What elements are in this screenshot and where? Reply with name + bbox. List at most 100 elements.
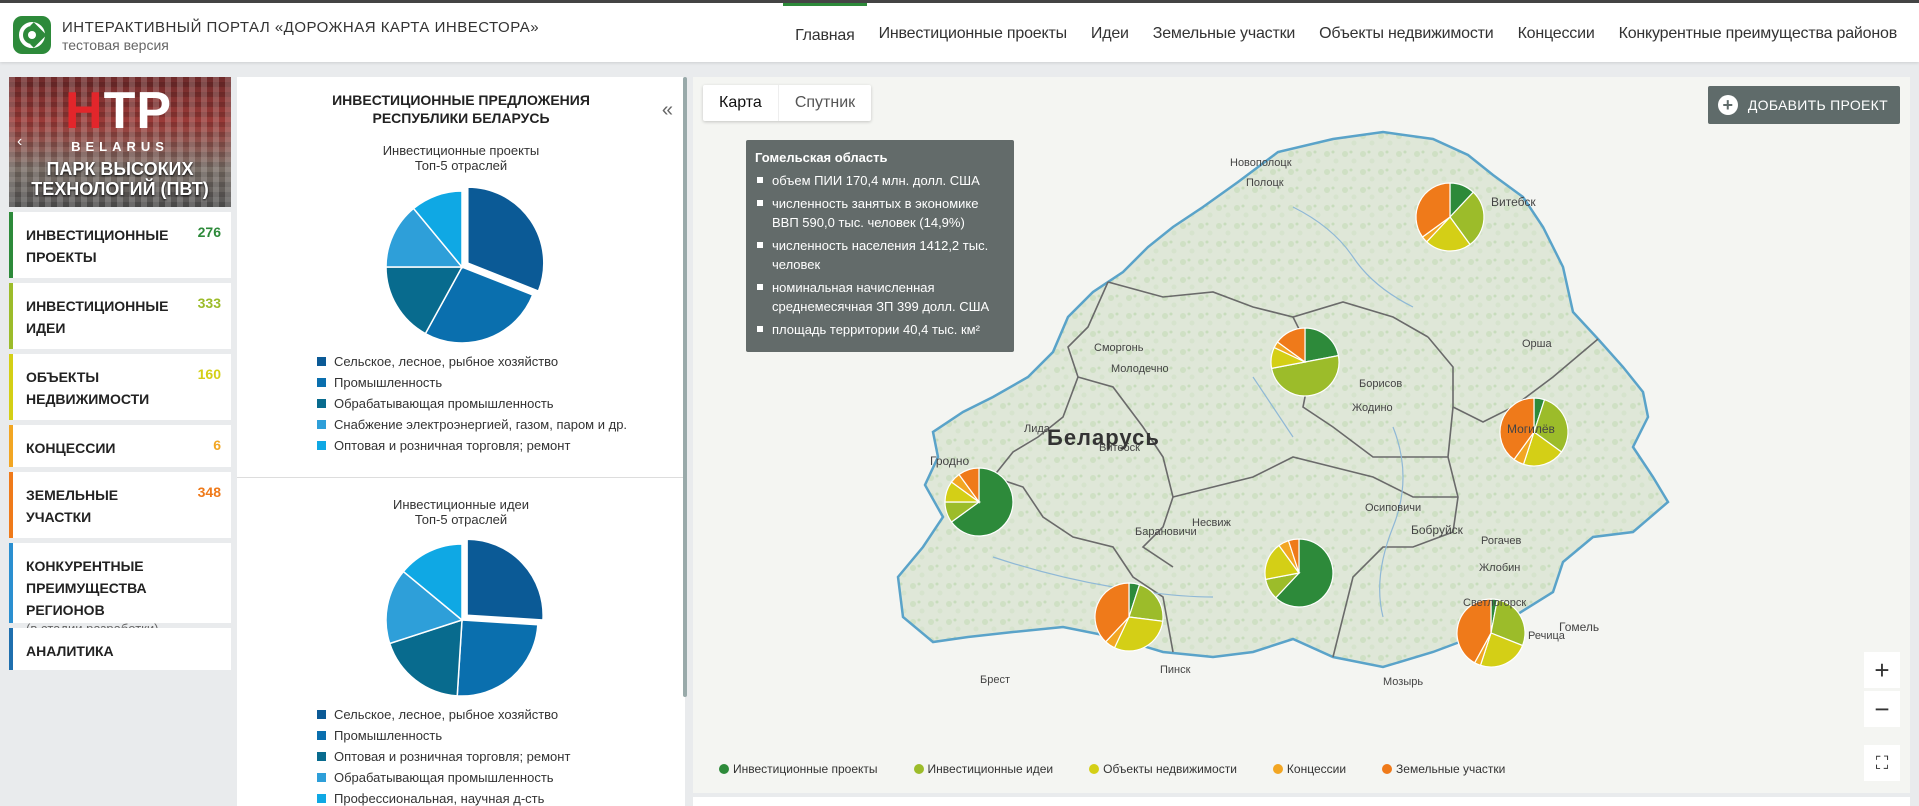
region-pie-slice[interactable] — [1425, 216, 1471, 252]
htp-banner[interactable]: HTP BELARUS ПАРК ВЫСОКИХ ТЕХНОЛОГИЙ (ПВТ)… — [9, 77, 231, 207]
nav-competitive-advantages[interactable]: Конкурентные преимущества районов — [1618, 25, 1898, 42]
banner-prev-arrow-icon[interactable]: ‹ — [17, 133, 23, 150]
investment-stats-panel: ИНВЕСТИЦИОННЫЕ ПРЕДЛОЖЕНИЯ РЕСПУБЛИКИ БЕ… — [237, 77, 685, 806]
legend-dot-icon — [1089, 764, 1100, 774]
map-legend-item[interactable]: Инвестиционные идеи — [913, 762, 1053, 776]
projects-pie-chart[interactable] — [377, 182, 547, 352]
ideas-legend: Сельское, лесное, рыбное хозяйство Промыш… — [317, 704, 570, 806]
region-tooltip: Гомельская область объем ПИИ 170,4 млн. … — [746, 140, 1014, 352]
legend-swatch — [317, 773, 326, 782]
map-panel[interactable]: Беларусь Новополоцк Полоцк Витебск Орша … — [693, 77, 1910, 793]
legend-item: Оптовая и розничная торговля; ремонт — [317, 746, 570, 767]
sidebar-item[interactable]: КОНЦЕССИИ 6 — [9, 425, 231, 467]
panel-scrollbar[interactable] — [683, 77, 687, 697]
region-pie-slice[interactable] — [1456, 598, 1492, 664]
region-pie-slice[interactable] — [1490, 598, 1526, 647]
pie-slice[interactable] — [402, 543, 463, 622]
city-borisov: Борисов — [1359, 378, 1403, 390]
collapse-panel-icon[interactable]: « — [661, 99, 673, 121]
banner-building-image — [9, 77, 231, 207]
region-pie-slice[interactable] — [1128, 583, 1164, 622]
sidebar: HTP BELARUS ПАРК ВЫСОКИХ ТЕХНОЛОГИЙ (ПВТ)… — [9, 77, 231, 670]
sidebar-item[interactable]: ОБЪЕКТЫ НЕДВИЖИМОСТИ 160 — [9, 354, 231, 420]
pie-slice[interactable] — [412, 190, 463, 270]
main-nav: Главная Инвестиционные проекты Идеи Земе… — [783, 3, 1909, 62]
map-legend-item[interactable]: Концессии — [1272, 762, 1347, 776]
region-pie-slice[interactable] — [1304, 327, 1340, 363]
zoom-in-button[interactable]: + — [1864, 652, 1900, 688]
pie-slice[interactable] — [456, 619, 539, 697]
nav-home[interactable]: Главная — [783, 3, 867, 62]
sidebar-item[interactable]: ИНВЕСТИЦИОННЫЕ ИДЕИ 333 — [9, 283, 231, 349]
nav-land-plots[interactable]: Земельные участки — [1152, 25, 1296, 42]
legend-label: Оптовая и розничная торговля; ремонт — [334, 438, 571, 453]
legend-label: Снабжение электроэнергией, газом, паром … — [334, 417, 628, 432]
legend-swatch — [317, 399, 326, 408]
nav-real-estate[interactable]: Объекты недвижимости — [1319, 25, 1494, 42]
region-pie-slice[interactable] — [1415, 182, 1451, 238]
add-project-button[interactable]: + ДОБАВИТЬ ПРОЕКТ — [1707, 86, 1900, 124]
legend-item: Оптовая и розничная торговля; ремонт — [317, 435, 627, 456]
sidebar-item[interactable]: ЗЕМЕЛЬНЫЕ УЧАСТКИ 348 — [9, 472, 231, 538]
legend-label: Обрабатывающая промышленность — [334, 770, 554, 785]
region-pie-slice[interactable] — [1287, 538, 1300, 574]
region-pie-slice[interactable] — [1522, 431, 1563, 467]
fullscreen-icon[interactable]: ⛶ — [1864, 745, 1900, 781]
region-pie-slice[interactable] — [950, 467, 1014, 537]
legend-swatch — [317, 378, 326, 387]
zoom-out-button[interactable]: − — [1864, 691, 1900, 727]
sidebar-item-label: КОНЦЕССИИ — [26, 440, 116, 456]
legend-swatch — [317, 731, 326, 740]
legend-swatch — [317, 752, 326, 761]
portal-logo-icon[interactable] — [12, 15, 52, 55]
region-pie-slice[interactable] — [1094, 582, 1130, 643]
nav-ideas[interactable]: Идеи — [1090, 25, 1129, 42]
map-legend: Инвестиционные проекты Инвестиционные иде… — [719, 762, 1541, 776]
map-legend-label: Концессии — [1286, 762, 1347, 776]
pie-slice[interactable] — [388, 618, 463, 697]
sidebar-item[interactable]: АНАЛИТИКА — [9, 628, 231, 670]
ideas-pie-chart[interactable] — [377, 535, 547, 705]
nav-invest-projects[interactable]: Инвестиционные проекты — [878, 25, 1068, 42]
portal-title: ИНТЕРАКТИВНЫЙ ПОРТАЛ «ДОРОЖНАЯ КАРТА ИНВ… — [62, 19, 540, 36]
region-pie-slice[interactable] — [1533, 398, 1569, 453]
city-brest: Брест — [980, 674, 1010, 686]
tab-map[interactable]: Карта — [703, 85, 779, 121]
pie-slice[interactable] — [385, 266, 464, 335]
pie-slice[interactable] — [467, 186, 545, 293]
region-pie-slice[interactable] — [1113, 616, 1164, 652]
map-legend-item[interactable]: Земельные участки — [1382, 762, 1505, 776]
legend-label: Сельское, лесное, рыбное хозяйство — [334, 707, 559, 722]
pie-slice[interactable] — [385, 570, 464, 645]
region-pie-slice[interactable] — [1479, 632, 1524, 668]
map-type-tabs: Карта Спутник — [703, 85, 872, 121]
city-vitebsk-small: Витебск — [1099, 442, 1140, 454]
sidebar-item-label: ОБЪЕКТЫ НЕДВИЖИМОСТИ — [26, 369, 150, 407]
region-pie-slice[interactable] — [1499, 397, 1535, 461]
region-pie-slice[interactable] — [1274, 538, 1334, 608]
legend-item: Сельское, лесное, рыбное хозяйство — [317, 351, 627, 372]
legend-item: Обрабатывающая промышленность — [317, 393, 627, 414]
sidebar-item-count: 160 — [197, 366, 221, 382]
map-legend-item[interactable]: Объекты недвижимости — [1089, 762, 1237, 776]
legend-item: Профессиональная, научная д-сть — [317, 788, 570, 806]
city-grodno: Гродно — [930, 454, 970, 468]
sidebar-item[interactable]: ИНВЕСТИЦИОННЫЕ ПРОЕКТЫ 276 — [9, 212, 231, 278]
tooltip-row: площадь территории 40,4 тыс. км² — [755, 320, 1005, 339]
city-svetlogorsk: Светлогорск — [1463, 597, 1527, 609]
region-pie-slice[interactable] — [1276, 327, 1306, 364]
tooltip-row: численность занятых в экономике ВВП 590,… — [755, 194, 1005, 232]
tooltip-title: Гомельская область — [755, 150, 888, 165]
region-pie-slice[interactable] — [1449, 191, 1485, 246]
nav-concessions[interactable]: Концессии — [1517, 25, 1595, 42]
projects-legend: Сельское, лесное, рыбное хозяйство Промыш… — [317, 351, 627, 456]
city-vitebsk: Витебск — [1491, 195, 1536, 209]
sidebar-item[interactable]: КОНКУРЕНТНЫЕ ПРЕИМУЩЕСТВА РЕГИОНОВ(в ста… — [9, 543, 231, 636]
city-smorgon: Сморгонь — [1094, 342, 1144, 354]
tab-satellite[interactable]: Спутник — [794, 94, 856, 111]
pie-slice[interactable] — [466, 538, 544, 621]
region-pie-slice[interactable] — [958, 467, 980, 504]
legend-item: Сельское, лесное, рыбное хозяйство — [317, 704, 570, 725]
map-legend-item[interactable]: Инвестиционные проекты — [719, 762, 878, 776]
pie-slice[interactable] — [385, 207, 464, 268]
